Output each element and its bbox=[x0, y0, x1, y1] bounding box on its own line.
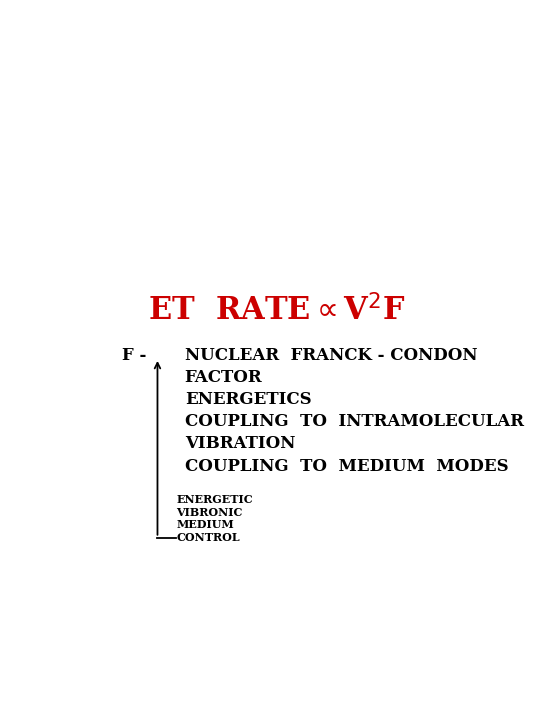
Text: CONTROL: CONTROL bbox=[176, 532, 240, 543]
Text: COUPLING  TO  MEDIUM  MODES: COUPLING TO MEDIUM MODES bbox=[185, 458, 508, 474]
Text: ENERGETICS: ENERGETICS bbox=[185, 391, 311, 408]
Text: COUPLING  TO  INTRAMOLECULAR: COUPLING TO INTRAMOLECULAR bbox=[185, 413, 524, 431]
Text: ENERGETIC: ENERGETIC bbox=[176, 494, 253, 505]
Text: VIBRONIC: VIBRONIC bbox=[176, 507, 242, 518]
Text: NUCLEAR  FRANCK - CONDON: NUCLEAR FRANCK - CONDON bbox=[185, 347, 477, 364]
Text: VIBRATION: VIBRATION bbox=[185, 436, 295, 452]
Text: FACTOR: FACTOR bbox=[185, 369, 262, 386]
Text: F -: F - bbox=[122, 347, 146, 364]
Text: ET  RATE$\propto$V$^2$F: ET RATE$\propto$V$^2$F bbox=[148, 294, 406, 327]
Text: MEDIUM: MEDIUM bbox=[176, 519, 234, 531]
